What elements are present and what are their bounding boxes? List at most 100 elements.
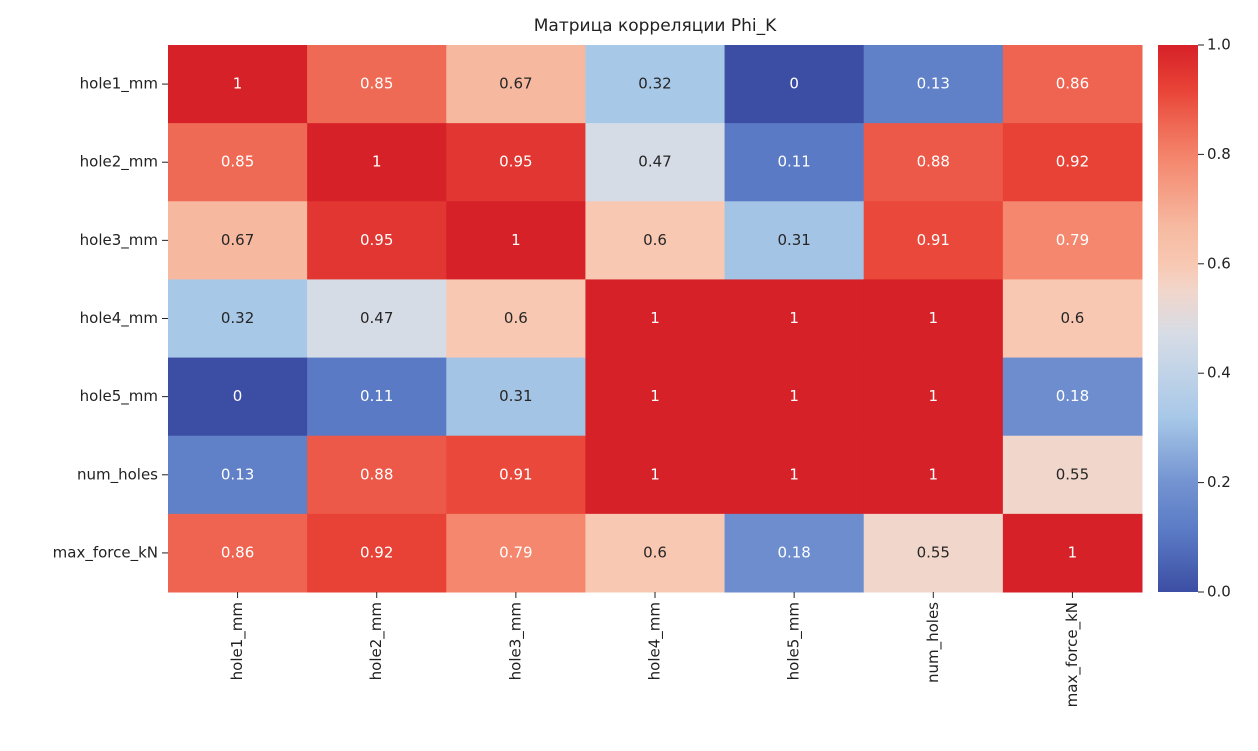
cell-label: 1 — [650, 309, 660, 327]
cell — [585, 201, 726, 280]
cell — [1002, 513, 1143, 593]
y-tick-label: hole5_mm — [80, 387, 158, 406]
x-tick-label: hole4_mm — [646, 602, 665, 680]
cell-label: 0.95 — [360, 231, 393, 249]
x-tick-label: hole3_mm — [506, 602, 525, 680]
cell — [863, 45, 1004, 124]
cell-label: 0.79 — [1056, 231, 1089, 249]
cell-label: 0.32 — [221, 309, 254, 327]
cell — [724, 279, 865, 359]
cell-label: 1 — [929, 465, 939, 483]
cell-label: 0.6 — [1060, 309, 1084, 327]
y-tick-label: num_holes — [77, 465, 158, 484]
cell-label: 0 — [233, 387, 243, 405]
cell-label: 1 — [233, 75, 243, 93]
cell — [724, 123, 865, 202]
y-tick-label: hole2_mm — [80, 153, 158, 172]
y-tick-label: hole4_mm — [80, 309, 158, 328]
cell — [446, 357, 586, 437]
colorbar-tick-label: 0.8 — [1207, 145, 1231, 163]
cell — [168, 45, 308, 124]
cell-label: 1 — [650, 465, 660, 483]
cell — [724, 435, 865, 515]
cell-label: 1 — [929, 387, 939, 405]
cell — [863, 279, 1004, 359]
cell-label: 0.18 — [777, 543, 810, 561]
cell-label: 0.86 — [221, 543, 254, 561]
y-tick-label: hole1_mm — [80, 75, 158, 94]
cell — [1002, 45, 1143, 124]
cell — [585, 123, 726, 202]
cell — [863, 513, 1004, 593]
y-tick-label: hole3_mm — [80, 231, 158, 250]
cell-label: 1 — [1068, 543, 1078, 561]
cell-label: 0.6 — [504, 309, 528, 327]
cell-label: 0.47 — [638, 153, 671, 171]
cell-label: 0.92 — [1056, 153, 1089, 171]
cell-label: 0.67 — [499, 75, 532, 93]
cell — [724, 513, 865, 593]
cell — [1002, 279, 1143, 359]
x-tick-label: max_force_kN — [1063, 602, 1082, 707]
cell — [168, 123, 308, 202]
cell-label: 0.91 — [499, 465, 532, 483]
cell-label: 0.6 — [643, 231, 667, 249]
cell-label: 1 — [789, 387, 799, 405]
cell — [307, 279, 447, 359]
cell-label: 0.13 — [917, 75, 950, 93]
cell — [863, 123, 1004, 202]
cell-label: 0.86 — [1056, 75, 1089, 93]
cell-label: 0.88 — [360, 465, 393, 483]
cell — [168, 357, 308, 437]
cell — [446, 123, 586, 202]
x-tick-label: hole2_mm — [367, 602, 386, 680]
cell — [1002, 123, 1143, 202]
cell-label: 0.79 — [499, 543, 532, 561]
x-tick-label: num_holes — [924, 602, 943, 683]
cell — [1002, 435, 1143, 515]
cell — [585, 435, 726, 515]
cell — [585, 279, 726, 359]
cell-label: 0.6 — [643, 543, 667, 561]
cell — [585, 513, 726, 593]
cell — [446, 279, 586, 359]
cell-label: 1 — [789, 309, 799, 327]
cell-label: 1 — [372, 153, 382, 171]
colorbar — [1158, 45, 1198, 592]
cell-label: 0.55 — [917, 543, 950, 561]
cell-label: 0.11 — [360, 387, 393, 405]
cell-label: 0.95 — [499, 153, 532, 171]
cell-label: 1 — [511, 231, 521, 249]
cell-label: 0.32 — [638, 75, 671, 93]
cell-label: 0.85 — [360, 75, 393, 93]
cell — [1002, 357, 1143, 437]
cell — [307, 357, 447, 437]
cell — [307, 513, 447, 593]
cell — [724, 45, 865, 124]
colorbar-tick-label: 0.2 — [1207, 473, 1231, 491]
cell — [1002, 201, 1143, 280]
cell — [446, 435, 586, 515]
colorbar-tick-label: 1.0 — [1207, 36, 1231, 54]
cell-label: 0.18 — [1056, 387, 1089, 405]
colorbar-tick-label: 0.0 — [1207, 583, 1231, 601]
cell-label: 1 — [789, 465, 799, 483]
cell — [863, 357, 1004, 437]
cell — [446, 513, 586, 593]
colorbar-tick-label: 0.4 — [1207, 364, 1231, 382]
cell — [307, 201, 447, 280]
cell-label: 0.31 — [499, 387, 532, 405]
colorbar-tick-label: 0.6 — [1207, 254, 1231, 272]
cell-label: 0.55 — [1056, 465, 1089, 483]
cell — [724, 357, 865, 437]
cell — [724, 201, 865, 280]
cell-label: 1 — [929, 309, 939, 327]
cell-label: 0.11 — [777, 153, 810, 171]
cell — [168, 435, 308, 515]
cell — [168, 201, 308, 280]
cell — [585, 357, 726, 437]
cell-label: 0.67 — [221, 231, 254, 249]
cell-label: 0.31 — [777, 231, 810, 249]
cell — [446, 201, 586, 280]
